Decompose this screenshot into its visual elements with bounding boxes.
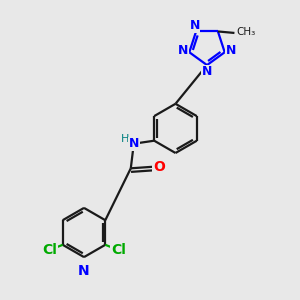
Text: H: H [121, 134, 130, 144]
Text: Cl: Cl [42, 243, 57, 257]
Text: N: N [178, 44, 188, 57]
Text: N: N [189, 19, 200, 32]
Text: N: N [226, 44, 236, 57]
Text: N: N [129, 137, 139, 150]
Text: N: N [78, 264, 90, 278]
Text: Cl: Cl [111, 243, 126, 257]
Text: N: N [202, 65, 212, 78]
Text: O: O [153, 160, 165, 174]
Text: CH₃: CH₃ [236, 27, 256, 38]
